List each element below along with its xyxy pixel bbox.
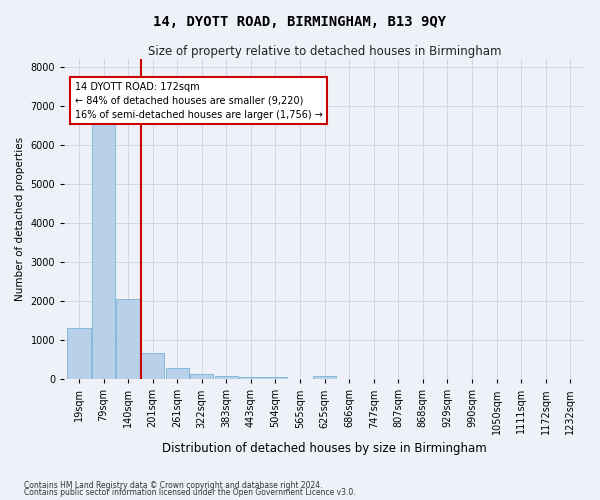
Bar (190, 374, 214, 379)
Text: Contains public sector information licensed under the Open Government Licence v3: Contains public sector information licen… (24, 488, 356, 497)
Bar (166, 368, 189, 379)
Text: Contains HM Land Registry data © Crown copyright and database right 2024.: Contains HM Land Registry data © Crown c… (24, 480, 323, 490)
Bar (116, 299, 140, 379)
Bar (313, 376, 336, 379)
Bar (215, 376, 238, 379)
Y-axis label: Number of detached properties: Number of detached properties (15, 137, 25, 301)
Bar (239, 377, 263, 379)
Bar (141, 352, 164, 379)
Bar (92, 124, 115, 379)
Bar (264, 376, 287, 379)
Bar (67, 328, 91, 379)
X-axis label: Distribution of detached houses by size in Birmingham: Distribution of detached houses by size … (162, 442, 487, 455)
Text: 14 DYOTT ROAD: 172sqm
← 84% of detached houses are smaller (9,220)
16% of semi-d: 14 DYOTT ROAD: 172sqm ← 84% of detached … (74, 82, 322, 120)
Text: 14, DYOTT ROAD, BIRMINGHAM, B13 9QY: 14, DYOTT ROAD, BIRMINGHAM, B13 9QY (154, 15, 446, 29)
Title: Size of property relative to detached houses in Birmingham: Size of property relative to detached ho… (148, 45, 502, 58)
